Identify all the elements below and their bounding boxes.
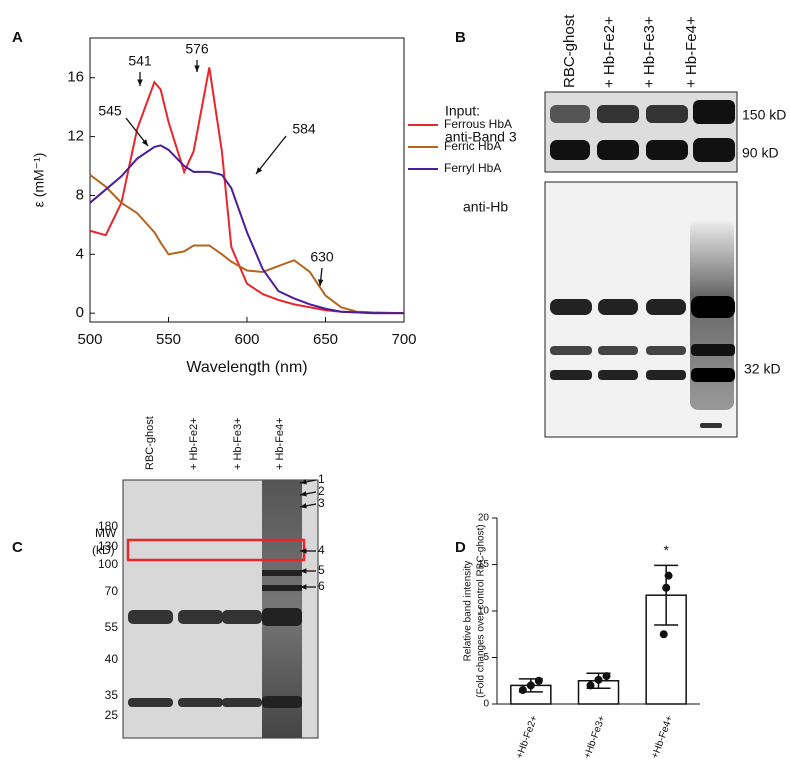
arrow-head xyxy=(137,79,143,86)
y-tick-label: 10 xyxy=(478,606,490,617)
lane-label: RBC-ghost xyxy=(561,14,578,88)
plot-frame xyxy=(89,37,405,323)
data-point xyxy=(586,681,595,690)
lane-label: + Hb-Fe4+ xyxy=(274,417,286,470)
mw-marker: 130 xyxy=(98,539,118,553)
arrow-head xyxy=(141,139,148,146)
blot-label: anti-Band 3 xyxy=(445,129,517,145)
band-number: 6 xyxy=(318,579,325,593)
mw-marker: 35 xyxy=(105,688,119,702)
y-axis-label: (Fold changes over control RBC-ghost) xyxy=(476,524,487,697)
data-point xyxy=(662,583,671,592)
x-tick-label: 600 xyxy=(234,331,259,348)
blot-label: Input: xyxy=(445,103,480,119)
blot-images xyxy=(544,91,738,438)
annotation: * xyxy=(663,542,669,558)
mw-marker: 55 xyxy=(105,620,119,634)
x-tick-label: 550 xyxy=(156,331,181,348)
data-point xyxy=(664,571,673,580)
data-point xyxy=(594,675,603,684)
mw-marker: 90 kD xyxy=(742,145,779,161)
blot-label: anti-Hb xyxy=(463,199,508,215)
series-line xyxy=(89,67,404,315)
panel-letter: D xyxy=(455,539,466,556)
band-number: 3 xyxy=(318,496,325,510)
y-tick-label: 20 xyxy=(478,513,490,524)
mw-marker: 100 xyxy=(98,557,118,571)
data-point xyxy=(659,630,668,639)
arrow-head xyxy=(318,279,324,286)
lane-label: + Hb-Fe3+ xyxy=(641,16,658,88)
arrow-head xyxy=(300,584,307,590)
mw-marker: 32 kD xyxy=(744,361,781,377)
panel-letter: B xyxy=(455,29,466,46)
lane-label: + Hb-Fe4+ xyxy=(683,16,700,88)
y-tick-label: 0 xyxy=(483,699,489,710)
panel-letter: C xyxy=(12,539,23,556)
x-tick-label: +Hb-Fe2+ xyxy=(514,714,540,760)
lane-label: + Hb-Fe2+ xyxy=(601,16,618,88)
series-line xyxy=(89,144,404,315)
y-tick-label: 8 xyxy=(76,186,84,203)
annotation: 576 xyxy=(185,41,209,57)
legend-label: Ferryl HbA xyxy=(444,161,501,175)
arrow-head xyxy=(300,568,307,574)
arrow-head xyxy=(300,503,307,509)
arrow-head xyxy=(300,548,307,554)
mw-marker: 25 xyxy=(105,708,119,722)
mw-marker: 150 kD xyxy=(742,107,786,123)
annotation: 630 xyxy=(310,249,334,265)
x-tick-label: 500 xyxy=(77,331,102,348)
x-tick-label: +Hb-Fe4+ xyxy=(650,714,676,760)
arrow-head xyxy=(300,479,307,485)
lane-label: + Hb-Fe2+ xyxy=(188,417,200,470)
x-axis-label: Wavelength (nm) xyxy=(186,359,307,376)
x-tick-label: +Hb-Fe3+ xyxy=(582,714,608,760)
y-tick-label: 0 xyxy=(76,304,84,321)
arrow-head xyxy=(256,167,263,174)
panel-letter: A xyxy=(12,29,23,46)
gel-image xyxy=(122,479,319,739)
band-number: 1 xyxy=(318,472,325,486)
x-tick-label: 650 xyxy=(313,331,338,348)
mw-unit: (kD) xyxy=(92,543,115,557)
annotation: 545 xyxy=(98,103,122,119)
mw-marker: 70 xyxy=(105,584,119,598)
data-point xyxy=(518,686,527,695)
y-tick-label: 4 xyxy=(76,245,84,262)
data-point xyxy=(526,681,535,690)
y-axis-label: Relative band intensity xyxy=(463,561,474,662)
annotation: 541 xyxy=(128,53,152,69)
band-number: 4 xyxy=(318,543,325,557)
mw-marker: 40 xyxy=(105,652,119,666)
legend-label: Ferrous HbA xyxy=(444,117,512,131)
lane-label: RBC-ghost xyxy=(144,416,156,470)
data-point xyxy=(602,672,611,681)
y-tick-label: 12 xyxy=(67,128,84,145)
annotation-arrow xyxy=(255,135,287,175)
annotation: 584 xyxy=(292,121,316,137)
series-line xyxy=(89,174,405,315)
band-number: 5 xyxy=(318,563,325,577)
y-tick-label: 16 xyxy=(67,69,84,86)
legend-label: Ferric HbA xyxy=(444,139,501,153)
mw-marker: 180 xyxy=(98,519,118,533)
arrow-head xyxy=(194,65,200,72)
data-point xyxy=(534,676,543,685)
x-tick-label: 700 xyxy=(391,331,416,348)
y-axis-label: ε (mM⁻¹) xyxy=(31,153,47,208)
band-number: 2 xyxy=(318,484,325,498)
lane-label: + Hb-Fe3+ xyxy=(232,417,244,470)
y-tick-label: 15 xyxy=(478,559,490,570)
arrow-head xyxy=(300,491,307,497)
y-tick-label: 5 xyxy=(483,652,489,663)
mw-title: MW xyxy=(95,526,117,540)
